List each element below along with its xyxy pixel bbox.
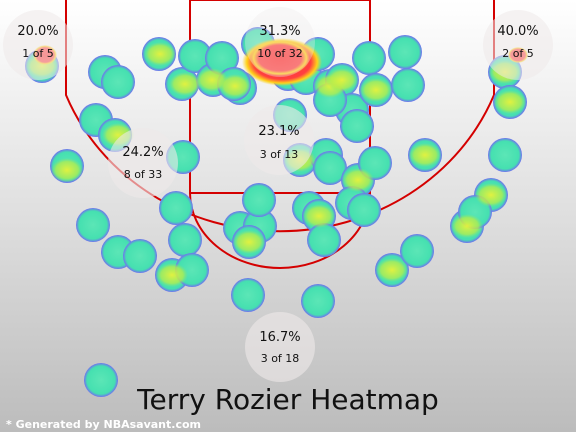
shot-density-blob bbox=[123, 239, 157, 273]
shot-density-blob bbox=[76, 208, 110, 242]
warm-spot bbox=[360, 78, 392, 102]
zone-pct: 23.1% bbox=[258, 124, 299, 139]
zone-pct: 24.2% bbox=[122, 145, 163, 160]
warm-spot bbox=[169, 72, 201, 96]
zone-right-corner-three: 40.0% 2 of 5 bbox=[483, 10, 553, 80]
warm-spot bbox=[342, 168, 374, 192]
shot-density-blob bbox=[168, 223, 202, 257]
zone-frac: 1 of 5 bbox=[22, 47, 54, 60]
warm-spot bbox=[51, 158, 83, 182]
shot-density-blob bbox=[391, 68, 425, 102]
zone-left-midrange: 24.2% 8 of 33 bbox=[108, 128, 178, 198]
zone-bubble bbox=[3, 10, 73, 80]
zone-center-midrange: 23.1% 3 of 13 bbox=[244, 105, 314, 175]
zone-frac: 10 of 32 bbox=[257, 47, 303, 60]
shot-density-blob bbox=[388, 35, 422, 69]
shot-density-blob bbox=[400, 234, 434, 268]
zone-top-of-key-three: 16.7% 3 of 18 bbox=[245, 312, 315, 382]
shot-density-blob bbox=[178, 39, 212, 73]
zone-bubble bbox=[244, 105, 314, 175]
warm-spot bbox=[409, 143, 441, 167]
shot-density-blob bbox=[488, 138, 522, 172]
zone-bubble bbox=[245, 312, 315, 382]
warm-spot bbox=[144, 42, 176, 66]
zone-pct: 31.3% bbox=[259, 24, 300, 39]
shot-density-blob bbox=[231, 278, 265, 312]
shot-density-blob bbox=[313, 151, 347, 185]
zone-pct: 40.0% bbox=[497, 24, 538, 39]
shot-density-blob bbox=[352, 41, 386, 75]
zone-bubble bbox=[245, 7, 315, 77]
shot-density-blob bbox=[340, 109, 374, 143]
warm-spot bbox=[219, 74, 251, 98]
zone-bubble bbox=[483, 10, 553, 80]
shot-density-blob bbox=[242, 183, 276, 217]
zone-frac: 2 of 5 bbox=[502, 47, 534, 60]
zone-paint-top: 31.3% 10 of 32 bbox=[245, 7, 315, 77]
warm-spot bbox=[303, 204, 335, 228]
hot-spot bbox=[250, 40, 310, 76]
warm-spot bbox=[451, 214, 483, 238]
warm-spot bbox=[326, 68, 358, 92]
zone-frac: 3 of 13 bbox=[260, 148, 299, 161]
zone-pct: 20.0% bbox=[17, 24, 58, 39]
shot-density-blob bbox=[347, 193, 381, 227]
warm-spot bbox=[233, 230, 265, 254]
zone-frac: 3 of 18 bbox=[261, 352, 300, 365]
credit-text: * Generated by NBAsavant.com bbox=[6, 418, 201, 431]
zone-bubble bbox=[108, 128, 178, 198]
shot-density-blob bbox=[84, 363, 118, 397]
zone-frac: 8 of 33 bbox=[124, 168, 163, 181]
shot-density-blob bbox=[159, 191, 193, 225]
warm-spot bbox=[156, 263, 188, 287]
warm-spot bbox=[494, 90, 526, 114]
three-point-arc bbox=[65, 0, 495, 233]
shot-density-blob bbox=[205, 41, 239, 75]
shot-density-blob bbox=[301, 284, 335, 318]
shot-density-blob bbox=[101, 65, 135, 99]
shot-density-blob bbox=[307, 223, 341, 257]
warm-spot-layer bbox=[26, 42, 526, 287]
zone-left-corner-three: 20.0% 1 of 5 bbox=[3, 10, 73, 80]
warm-spot bbox=[475, 183, 507, 207]
warm-spot bbox=[376, 258, 408, 282]
free-throw-circle bbox=[189, 192, 371, 269]
chart-title: Terry Rozier Heatmap bbox=[136, 383, 439, 416]
zone-pct: 16.7% bbox=[259, 330, 300, 345]
